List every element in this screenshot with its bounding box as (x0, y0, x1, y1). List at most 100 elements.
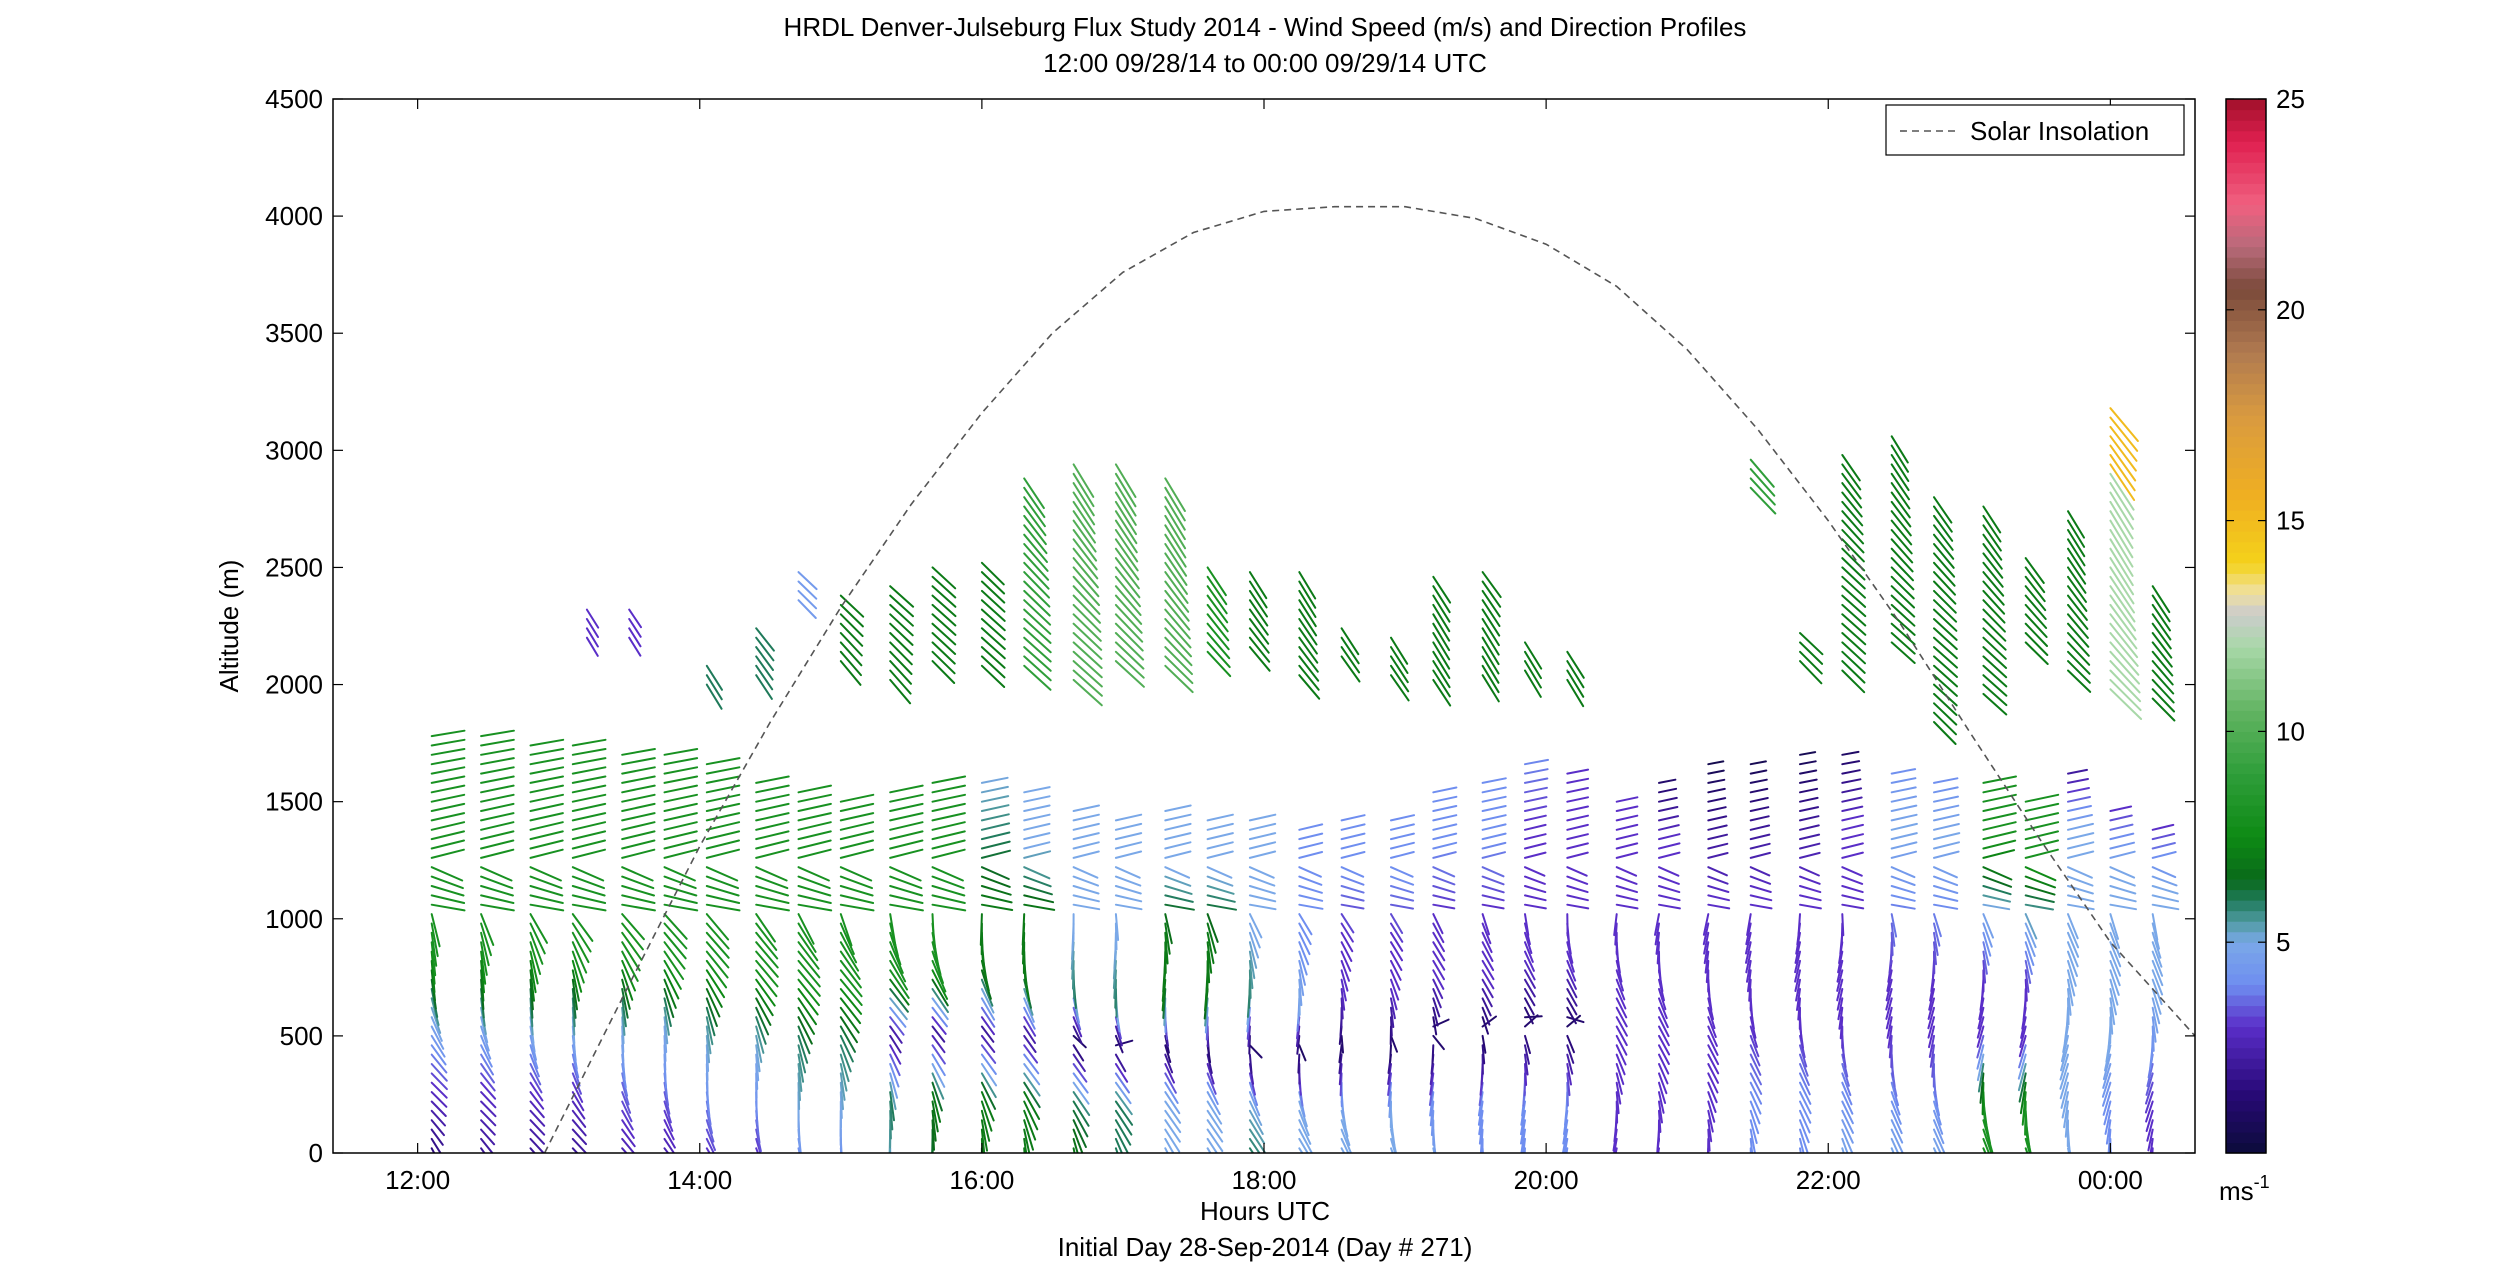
wind-barb (529, 748, 565, 756)
wind-barb (571, 931, 590, 964)
wind-barb (1799, 866, 1820, 877)
wind-barb-upper (2109, 547, 2134, 587)
wind-barb (980, 776, 1009, 784)
wind-barb-upper (1524, 641, 1543, 670)
x-tick-label: 22:00 (1796, 1165, 1861, 1195)
wind-barb (621, 748, 656, 756)
wind-barb (1841, 1119, 1854, 1144)
wind-barb (839, 978, 863, 1006)
wind-barb (797, 997, 817, 1026)
wind-barb (755, 821, 790, 831)
wind-barb-upper (2067, 650, 2091, 675)
wind-barb (1481, 941, 1494, 962)
wind-barb (931, 848, 966, 859)
wind-barb (1247, 1025, 1251, 1048)
wind-barb-upper (1114, 622, 1144, 652)
y-tick-label: 3000 (265, 435, 323, 465)
wind-barb-upper (2024, 557, 2045, 584)
colorbar-unit: ms-1 (2219, 1172, 2270, 1206)
wind-barb (1164, 875, 1192, 887)
wind-barb (1565, 1147, 1569, 1153)
wind-barb (980, 1034, 996, 1053)
wind-barb-upper (1890, 538, 1914, 564)
wind-barb (705, 941, 730, 969)
wind-barb-upper (755, 636, 775, 662)
wind-barb-upper (1114, 510, 1138, 545)
colorbar-segment (2226, 478, 2266, 490)
wind-barb (2024, 839, 2059, 850)
wind-barb (2024, 1100, 2027, 1136)
wind-barb-upper (1164, 524, 1187, 559)
wind-barb (1072, 875, 1099, 887)
colorbar-segment (2226, 362, 2266, 374)
wind-barb (1799, 815, 1820, 822)
wind-barb (1481, 777, 1507, 784)
wind-barb-upper (1933, 702, 1958, 726)
wind-barb-upper (1072, 529, 1098, 562)
wind-barb-upper (1340, 655, 1361, 683)
wind-barb (1890, 1137, 1900, 1153)
wind-barb (1298, 903, 1324, 910)
wind-barb (1799, 778, 1818, 784)
wind-barb (1890, 875, 1916, 886)
wind-barb (2102, 1063, 2112, 1089)
wind-barb (980, 978, 994, 1007)
wind-barb (1746, 913, 1752, 936)
wind-barb (839, 1034, 854, 1063)
wind-barb (1982, 875, 2013, 888)
wind-barb (980, 988, 995, 1014)
wind-barb-upper (1298, 627, 1318, 655)
wind-barb (2024, 812, 2060, 822)
wind-barb (931, 1006, 948, 1028)
colorbar-segment (2226, 246, 2266, 258)
wind-barb (797, 931, 819, 962)
wind-barb (1390, 997, 1396, 1020)
wind-barb (1841, 1128, 1854, 1153)
wind-barb (1702, 922, 1710, 946)
wind-barb (980, 894, 1013, 904)
wind-barb-upper (2109, 669, 2142, 703)
wind-barb (1615, 1081, 1622, 1105)
wind-barb-upper (2024, 613, 2048, 638)
wind-barb (1982, 913, 1994, 939)
wind-barb (480, 1119, 496, 1136)
wind-barb (1298, 959, 1306, 986)
wind-barb (1340, 814, 1366, 822)
wind-barb (571, 969, 580, 1002)
wind-barb (1164, 1081, 1179, 1104)
y-tick-label: 3500 (265, 318, 323, 348)
colorbar-segment (2226, 541, 2266, 553)
wind-barb (980, 1044, 997, 1064)
wind-barb (2024, 802, 2060, 812)
wind-barb (1799, 1100, 1812, 1124)
wind-barb-upper (1841, 594, 1867, 618)
colorbar-segment (2226, 193, 2266, 205)
wind-barb (1658, 1053, 1670, 1075)
wind-barb (1795, 978, 1801, 1002)
wind-barb (889, 1072, 899, 1099)
wind-barb (931, 1016, 947, 1035)
wind-barb (571, 988, 577, 1019)
wind-barb (2151, 913, 2159, 941)
wind-barb (663, 1016, 669, 1045)
wind-barb (529, 959, 537, 994)
wind-barb (571, 922, 592, 953)
colorbar-segment (2226, 805, 2266, 817)
wind-barb (705, 1034, 711, 1064)
wind-barb (1524, 768, 1549, 775)
wind-barb (1164, 894, 1194, 903)
wind-barb-upper (1248, 627, 1270, 654)
colorbar-segment (2226, 583, 2266, 595)
wind-barb (1164, 1119, 1181, 1143)
wind-barb (1340, 959, 1350, 982)
wind-barb (1836, 978, 1844, 1002)
wind-barb (480, 1147, 486, 1153)
wind-barb (1707, 842, 1729, 850)
wind-barb (1072, 813, 1100, 822)
wind-barb (1428, 1081, 1435, 1106)
wind-barb (1390, 978, 1400, 1001)
wind-barb (1340, 885, 1365, 894)
wind-barb (1248, 903, 1277, 911)
wind-barb (1890, 850, 1917, 859)
